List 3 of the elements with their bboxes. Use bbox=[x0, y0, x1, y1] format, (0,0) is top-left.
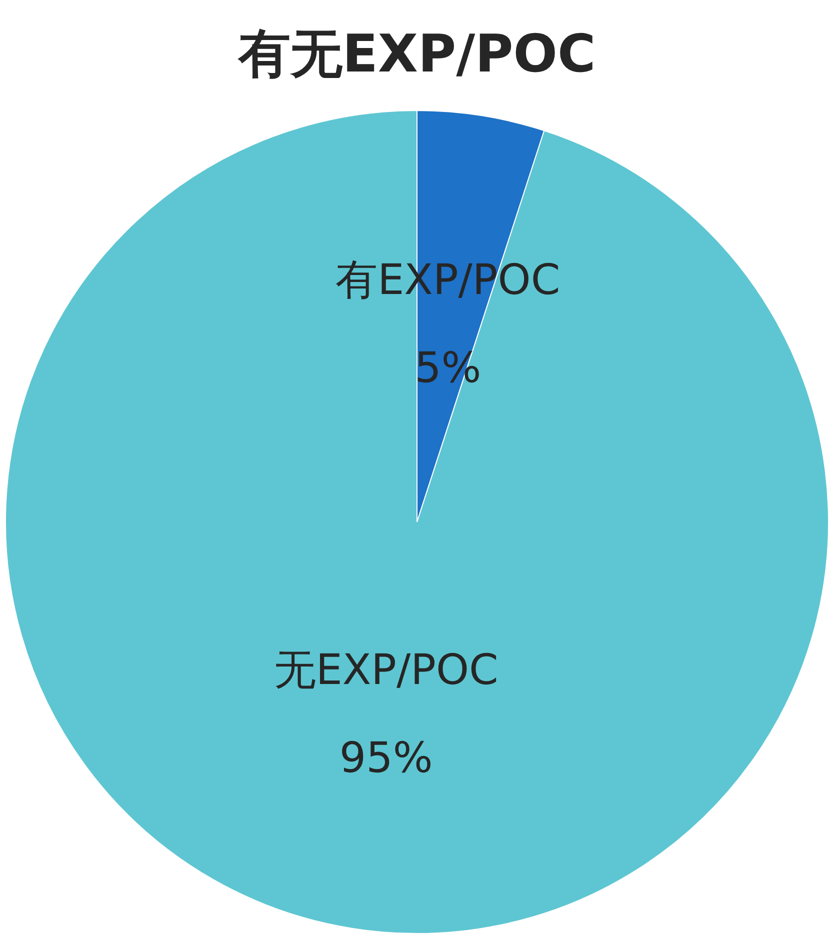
slice-label: 无EXP/POC bbox=[274, 644, 498, 694]
data-label: 95% bbox=[339, 732, 433, 782]
chart-title: 有无EXP/POC bbox=[237, 24, 596, 85]
